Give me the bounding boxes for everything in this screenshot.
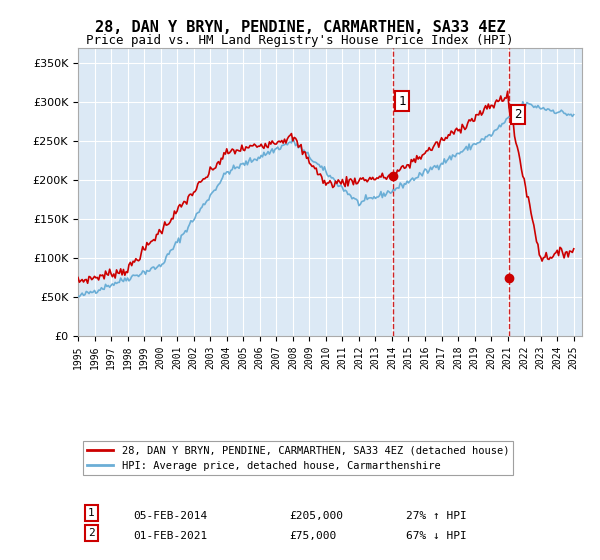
Text: 67% ↓ HPI: 67% ↓ HPI bbox=[406, 531, 466, 541]
Text: 2: 2 bbox=[88, 528, 95, 538]
Text: Price paid vs. HM Land Registry's House Price Index (HPI): Price paid vs. HM Land Registry's House … bbox=[86, 34, 514, 46]
Text: 1: 1 bbox=[398, 95, 406, 108]
Text: 27% ↑ HPI: 27% ↑ HPI bbox=[406, 511, 466, 521]
Text: £205,000: £205,000 bbox=[290, 511, 344, 521]
Legend: 28, DAN Y BRYN, PENDINE, CARMARTHEN, SA33 4EZ (detached house), HPI: Average pri: 28, DAN Y BRYN, PENDINE, CARMARTHEN, SA3… bbox=[83, 441, 514, 475]
Text: 1: 1 bbox=[88, 508, 95, 518]
Text: 2: 2 bbox=[514, 108, 521, 121]
Text: 28, DAN Y BRYN, PENDINE, CARMARTHEN, SA33 4EZ: 28, DAN Y BRYN, PENDINE, CARMARTHEN, SA3… bbox=[95, 20, 505, 35]
Text: £75,000: £75,000 bbox=[290, 531, 337, 541]
Text: 05-FEB-2014: 05-FEB-2014 bbox=[133, 511, 208, 521]
Text: 01-FEB-2021: 01-FEB-2021 bbox=[133, 531, 208, 541]
